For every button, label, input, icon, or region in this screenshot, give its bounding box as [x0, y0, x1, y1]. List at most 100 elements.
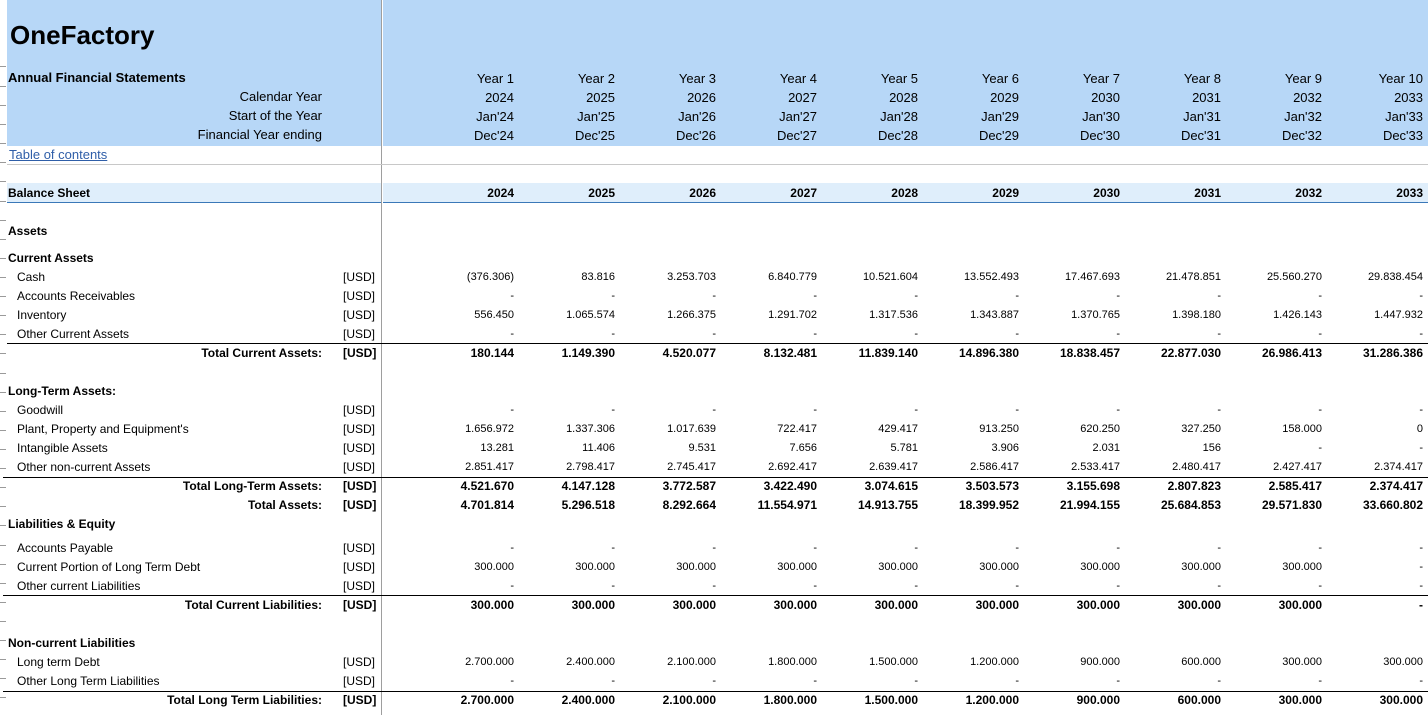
value-cell[interactable]: 2.851.417	[465, 461, 514, 473]
period-end-cell[interactable]: Dec'25	[574, 128, 615, 143]
value-cell[interactable]: -	[1419, 598, 1423, 612]
value-cell[interactable]: -	[1116, 404, 1120, 416]
value-cell[interactable]: 300.000	[1278, 598, 1322, 612]
value-cell[interactable]: -	[1217, 675, 1221, 687]
value-cell[interactable]: 14.913.755	[857, 498, 918, 512]
value-cell[interactable]: 156	[1202, 442, 1221, 454]
period-cal-cell[interactable]: 2031	[1192, 90, 1221, 105]
period-end-cell[interactable]: Dec'28	[877, 128, 918, 143]
value-cell[interactable]: 8.132.481	[763, 346, 817, 360]
period-year-cell[interactable]: Year 9	[1284, 71, 1322, 86]
value-cell[interactable]: 1.343.887	[970, 309, 1019, 321]
value-cell[interactable]: 13.281	[480, 442, 514, 454]
value-cell[interactable]: -	[1419, 290, 1423, 302]
value-cell[interactable]: -	[1318, 442, 1322, 454]
value-cell[interactable]: 1.500.000	[864, 693, 918, 707]
period-year-cell[interactable]: Year 2	[577, 71, 615, 86]
value-cell[interactable]: -	[914, 404, 918, 416]
value-cell[interactable]: 300.000	[1282, 561, 1322, 573]
value-cell[interactable]: 21.478.851	[1165, 271, 1221, 283]
value-cell[interactable]: 4.520.077	[662, 346, 716, 360]
period-start-cell[interactable]: Jan'32	[1284, 109, 1322, 124]
value-cell[interactable]: -	[510, 542, 514, 554]
value-cell[interactable]: 2.798.417	[566, 461, 615, 473]
value-cell[interactable]: -	[611, 542, 615, 554]
value-cell[interactable]: -	[1217, 290, 1221, 302]
period-end-cell[interactable]: Dec'32	[1281, 128, 1322, 143]
value-cell[interactable]: -	[914, 542, 918, 554]
value-cell[interactable]: -	[1419, 561, 1423, 573]
value-cell[interactable]: 600.000	[1181, 656, 1221, 668]
value-cell[interactable]: 2.427.417	[1273, 461, 1322, 473]
value-cell[interactable]: 1.426.143	[1273, 309, 1322, 321]
value-cell[interactable]: 3.906	[991, 442, 1019, 454]
value-cell[interactable]: 6.840.779	[768, 271, 817, 283]
value-cell[interactable]: 900.000	[1076, 693, 1120, 707]
period-year-cell[interactable]: Year 4	[779, 71, 817, 86]
value-cell[interactable]: 300.000	[672, 598, 716, 612]
value-cell[interactable]: 300.000	[676, 561, 716, 573]
value-cell[interactable]: 0	[1416, 423, 1423, 435]
value-cell[interactable]: 2.533.417	[1071, 461, 1120, 473]
value-cell[interactable]: 3.253.703	[667, 271, 716, 283]
value-cell[interactable]: -	[510, 675, 514, 687]
value-cell[interactable]: 1.656.972	[465, 423, 514, 435]
value-cell[interactable]: 1.200.000	[970, 656, 1019, 668]
period-start-cell[interactable]: Jan'25	[577, 109, 615, 124]
period-year-cell[interactable]: Year 1	[476, 71, 514, 86]
value-cell[interactable]: 3.772.587	[662, 479, 716, 493]
value-cell[interactable]: 180.144	[470, 346, 514, 360]
value-cell[interactable]: 1.500.000	[869, 656, 918, 668]
value-cell[interactable]: -	[1217, 328, 1221, 340]
value-cell[interactable]: 300.000	[1181, 561, 1221, 573]
value-cell[interactable]: 300.000	[1379, 693, 1423, 707]
value-cell[interactable]: 2.700.000	[465, 656, 514, 668]
value-cell[interactable]: -	[1116, 328, 1120, 340]
value-cell[interactable]: 4.701.814	[460, 498, 514, 512]
period-start-cell[interactable]: Jan'33	[1385, 109, 1423, 124]
value-cell[interactable]: -	[1116, 290, 1120, 302]
value-cell[interactable]: -	[611, 675, 615, 687]
balance-sheet-year-header[interactable]: 2024	[487, 186, 514, 200]
value-cell[interactable]: 327.250	[1181, 423, 1221, 435]
period-start-cell[interactable]: Jan'24	[476, 109, 514, 124]
value-cell[interactable]: -	[914, 290, 918, 302]
value-cell[interactable]: 26.986.413	[1261, 346, 1322, 360]
value-cell[interactable]: -	[1015, 328, 1019, 340]
value-cell[interactable]: 913.250	[979, 423, 1019, 435]
value-cell[interactable]: 2.639.417	[869, 461, 918, 473]
value-cell[interactable]: 2.585.417	[1268, 479, 1322, 493]
value-cell[interactable]: 9.531	[688, 442, 716, 454]
value-cell[interactable]: -	[1217, 542, 1221, 554]
value-cell[interactable]: 11.406	[582, 442, 615, 454]
value-cell[interactable]: 300.000	[975, 598, 1019, 612]
value-cell[interactable]: 2.031	[1092, 442, 1120, 454]
value-cell[interactable]: 2.692.417	[768, 461, 817, 473]
value-cell[interactable]: 25.560.270	[1266, 271, 1322, 283]
value-cell[interactable]: -	[1015, 290, 1019, 302]
value-cell[interactable]: 1.800.000	[768, 656, 817, 668]
value-cell[interactable]: -	[1419, 328, 1423, 340]
value-cell[interactable]: 1.200.000	[965, 693, 1019, 707]
value-cell[interactable]: 300.000	[571, 598, 615, 612]
value-cell[interactable]: -	[813, 328, 817, 340]
value-cell[interactable]: 300.000	[1282, 656, 1322, 668]
value-cell[interactable]: 300.000	[979, 561, 1019, 573]
value-cell[interactable]: 158.000	[1282, 423, 1322, 435]
value-cell[interactable]: 5.296.518	[561, 498, 615, 512]
value-cell[interactable]: -	[914, 580, 918, 592]
value-cell[interactable]: -	[914, 328, 918, 340]
value-cell[interactable]: 900.000	[1080, 656, 1120, 668]
balance-sheet-year-header[interactable]: 2032	[1295, 186, 1322, 200]
value-cell[interactable]: (376.306)	[466, 271, 514, 283]
value-cell[interactable]: 300.000	[1383, 656, 1423, 668]
value-cell[interactable]: 300.000	[874, 598, 918, 612]
value-cell[interactable]: 429.417	[878, 423, 918, 435]
value-cell[interactable]: 300.000	[777, 561, 817, 573]
value-cell[interactable]: -	[712, 404, 716, 416]
balance-sheet-year-header[interactable]: 2033	[1396, 186, 1423, 200]
value-cell[interactable]: 2.480.417	[1172, 461, 1221, 473]
period-year-cell[interactable]: Year 3	[678, 71, 716, 86]
value-cell[interactable]: -	[1318, 404, 1322, 416]
value-cell[interactable]: 5.781	[890, 442, 918, 454]
